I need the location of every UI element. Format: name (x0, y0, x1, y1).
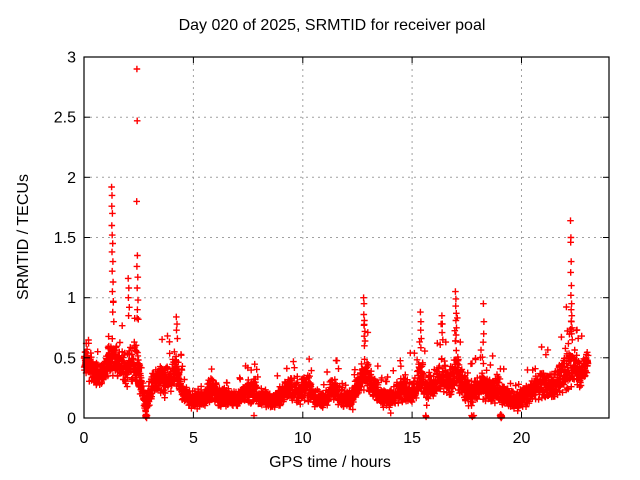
y-tick-label: 1.5 (54, 230, 76, 247)
y-tick-label: 0 (67, 411, 76, 428)
chart-title: Day 020 of 2025, SRMTID for receiver poa… (178, 17, 486, 34)
x-tick-label: 20 (513, 430, 531, 447)
x-tick-label: 0 (80, 430, 89, 447)
x-tick-label: 15 (403, 430, 421, 447)
x-tick-label: 5 (189, 430, 198, 447)
x-tick-label: 10 (294, 430, 312, 447)
scatter-points (80, 65, 592, 422)
y-tick-label: 1 (67, 290, 76, 307)
x-axis-label: GPS time / hours (269, 454, 391, 471)
y-tick-label: 3 (67, 50, 76, 67)
y-tick-label: 0.5 (54, 350, 76, 367)
y-tick-label: 2 (67, 170, 76, 187)
y-tick-label: 2.5 (54, 110, 76, 127)
